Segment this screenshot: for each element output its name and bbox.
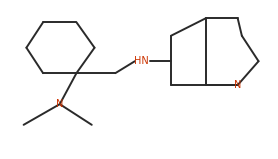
Text: HN: HN xyxy=(134,56,149,66)
Text: N: N xyxy=(234,80,241,90)
Text: N: N xyxy=(56,99,63,109)
